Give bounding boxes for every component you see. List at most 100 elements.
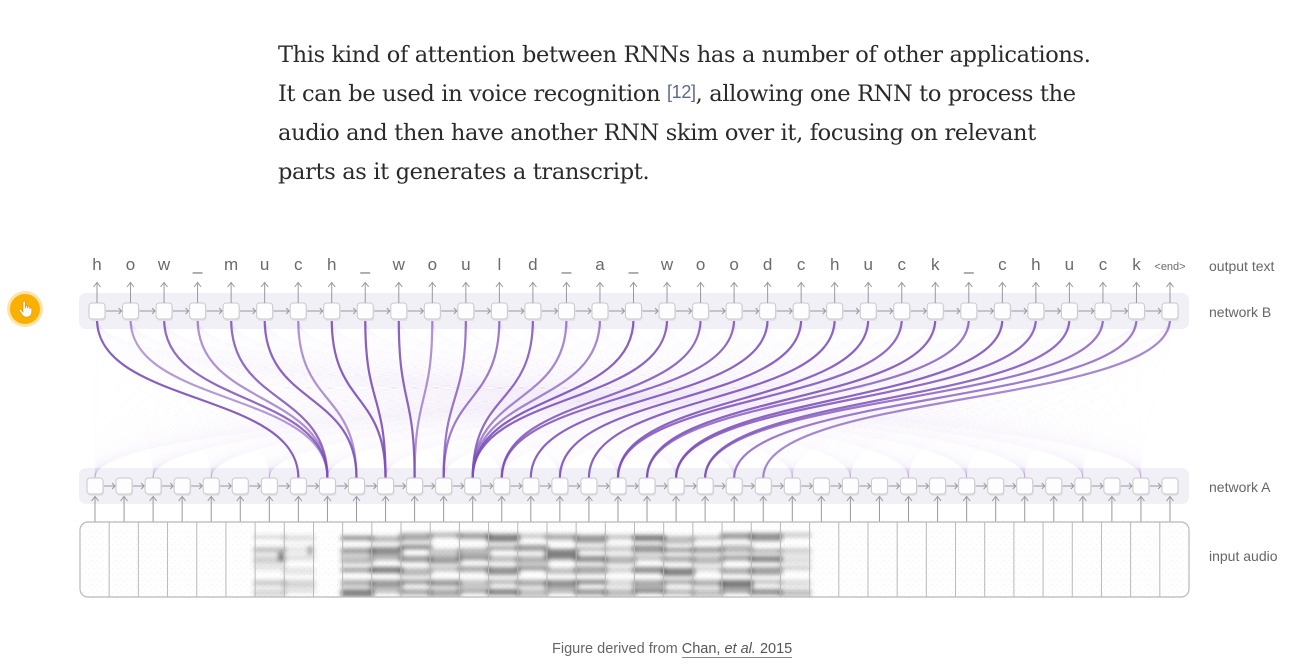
arrow-head xyxy=(654,307,659,315)
spectrogram-band xyxy=(661,568,695,576)
arrow-head xyxy=(991,495,1000,502)
arrow-head xyxy=(151,307,156,315)
spectrogram-band xyxy=(340,580,374,586)
arrow-head xyxy=(526,495,535,502)
arrow-head xyxy=(896,482,901,490)
label-network-a: network A xyxy=(1209,479,1271,495)
network-a-cell xyxy=(115,477,133,495)
spectrogram-band xyxy=(457,589,491,593)
output-char: w xyxy=(392,255,406,274)
spectrogram-band xyxy=(603,546,637,552)
arrow-head xyxy=(925,482,930,490)
spectrogram-band xyxy=(778,556,812,564)
network-a-cell xyxy=(289,477,307,495)
spectrogram-band xyxy=(720,568,754,574)
network-a-cell xyxy=(173,477,191,495)
network-a-cell xyxy=(812,477,830,495)
arrow-head xyxy=(460,482,465,490)
output-char: c xyxy=(294,255,303,274)
arrow-head xyxy=(964,281,973,288)
arrow-head xyxy=(759,495,768,502)
arrow-head xyxy=(319,307,324,315)
spectrogram-band xyxy=(428,580,462,586)
output-char: o xyxy=(729,255,738,274)
arrow-head xyxy=(721,307,726,315)
arrow-head xyxy=(193,281,202,288)
spectrogram-band xyxy=(399,545,433,549)
output-char: <end> xyxy=(1154,261,1185,273)
attention-curve xyxy=(471,317,602,480)
citation-link-chan-2015[interactable]: Chan, et al. 2015 xyxy=(681,641,793,658)
arrow-head xyxy=(402,482,407,490)
arrow-head xyxy=(495,281,504,288)
network-b-cell xyxy=(524,302,542,320)
spectrogram-band xyxy=(574,589,608,595)
spectrogram-band xyxy=(428,549,462,555)
arrow-head xyxy=(1078,495,1087,502)
attention-curve xyxy=(471,317,535,480)
network-a-cell xyxy=(580,477,598,495)
attention-curve xyxy=(230,317,329,480)
paragraph-line-4: parts as it generates a transcript. xyxy=(278,159,650,186)
arrow-head xyxy=(352,307,357,315)
arrow-head xyxy=(962,495,971,502)
spectrogram-band xyxy=(457,533,491,539)
network-b-cell xyxy=(390,302,408,320)
arrow-head xyxy=(286,482,291,490)
spectrogram-band xyxy=(603,556,637,564)
attention-curve xyxy=(471,317,669,480)
arrow-head xyxy=(178,495,187,502)
arrow-head xyxy=(779,482,785,490)
network-b-cell xyxy=(725,302,743,320)
network-b-cell xyxy=(625,302,642,320)
network-a-cell xyxy=(667,477,685,495)
spectrogram-band xyxy=(749,549,783,553)
attention-curve xyxy=(330,317,387,480)
spectrogram-band xyxy=(486,567,520,575)
arrow-head xyxy=(487,307,492,315)
arrow-head xyxy=(252,307,257,315)
arrow-head xyxy=(822,307,827,315)
spectrogram-band xyxy=(690,580,725,586)
spectrogram-band xyxy=(457,566,491,572)
output-char: d xyxy=(528,255,537,274)
network-b-cell xyxy=(88,302,106,320)
arrow-head xyxy=(721,482,726,490)
spectrogram-band xyxy=(340,536,374,540)
arrow-head xyxy=(956,307,961,315)
network-b-cell xyxy=(356,302,374,320)
spectrogram-band xyxy=(399,533,433,541)
spectrogram-band xyxy=(632,535,666,541)
spectrogram-band xyxy=(253,547,287,553)
attention-curve xyxy=(558,317,803,480)
spectrogram-band xyxy=(574,580,608,584)
spectrogram-band xyxy=(486,534,520,542)
arrow-head xyxy=(788,495,797,502)
caption-etal: et al. xyxy=(724,641,756,657)
network-b-cell xyxy=(893,302,911,320)
spectrogram-band xyxy=(457,580,491,588)
arrow-head xyxy=(1041,482,1046,490)
citation-link[interactable]: [12] xyxy=(667,81,696,102)
spectrogram-band xyxy=(486,546,520,550)
spectrogram-band xyxy=(515,534,549,538)
network-a-cell xyxy=(987,477,1005,495)
arrow-head xyxy=(576,482,581,490)
attention-curve xyxy=(500,317,736,480)
arrow-head xyxy=(111,482,116,490)
attention-curve xyxy=(297,317,358,480)
arrow-head xyxy=(1128,482,1133,490)
caption-prefix: Figure derived from xyxy=(552,641,682,657)
arrow-head xyxy=(1099,482,1104,490)
arrow-head xyxy=(730,281,738,288)
output-char: w xyxy=(157,255,171,274)
arrow-head xyxy=(489,482,494,490)
network-b-cell xyxy=(692,302,710,320)
spectrogram-band xyxy=(515,556,549,564)
network-a-cell xyxy=(144,477,162,495)
attention-curve xyxy=(733,317,1138,480)
spectrogram-band xyxy=(720,589,754,593)
spectrogram-band xyxy=(253,535,287,539)
output-characters: h o w _ m u c h _ w o u l d _ a _ w o o d c h u c k _ c h u c k <end> xyxy=(92,255,1185,274)
